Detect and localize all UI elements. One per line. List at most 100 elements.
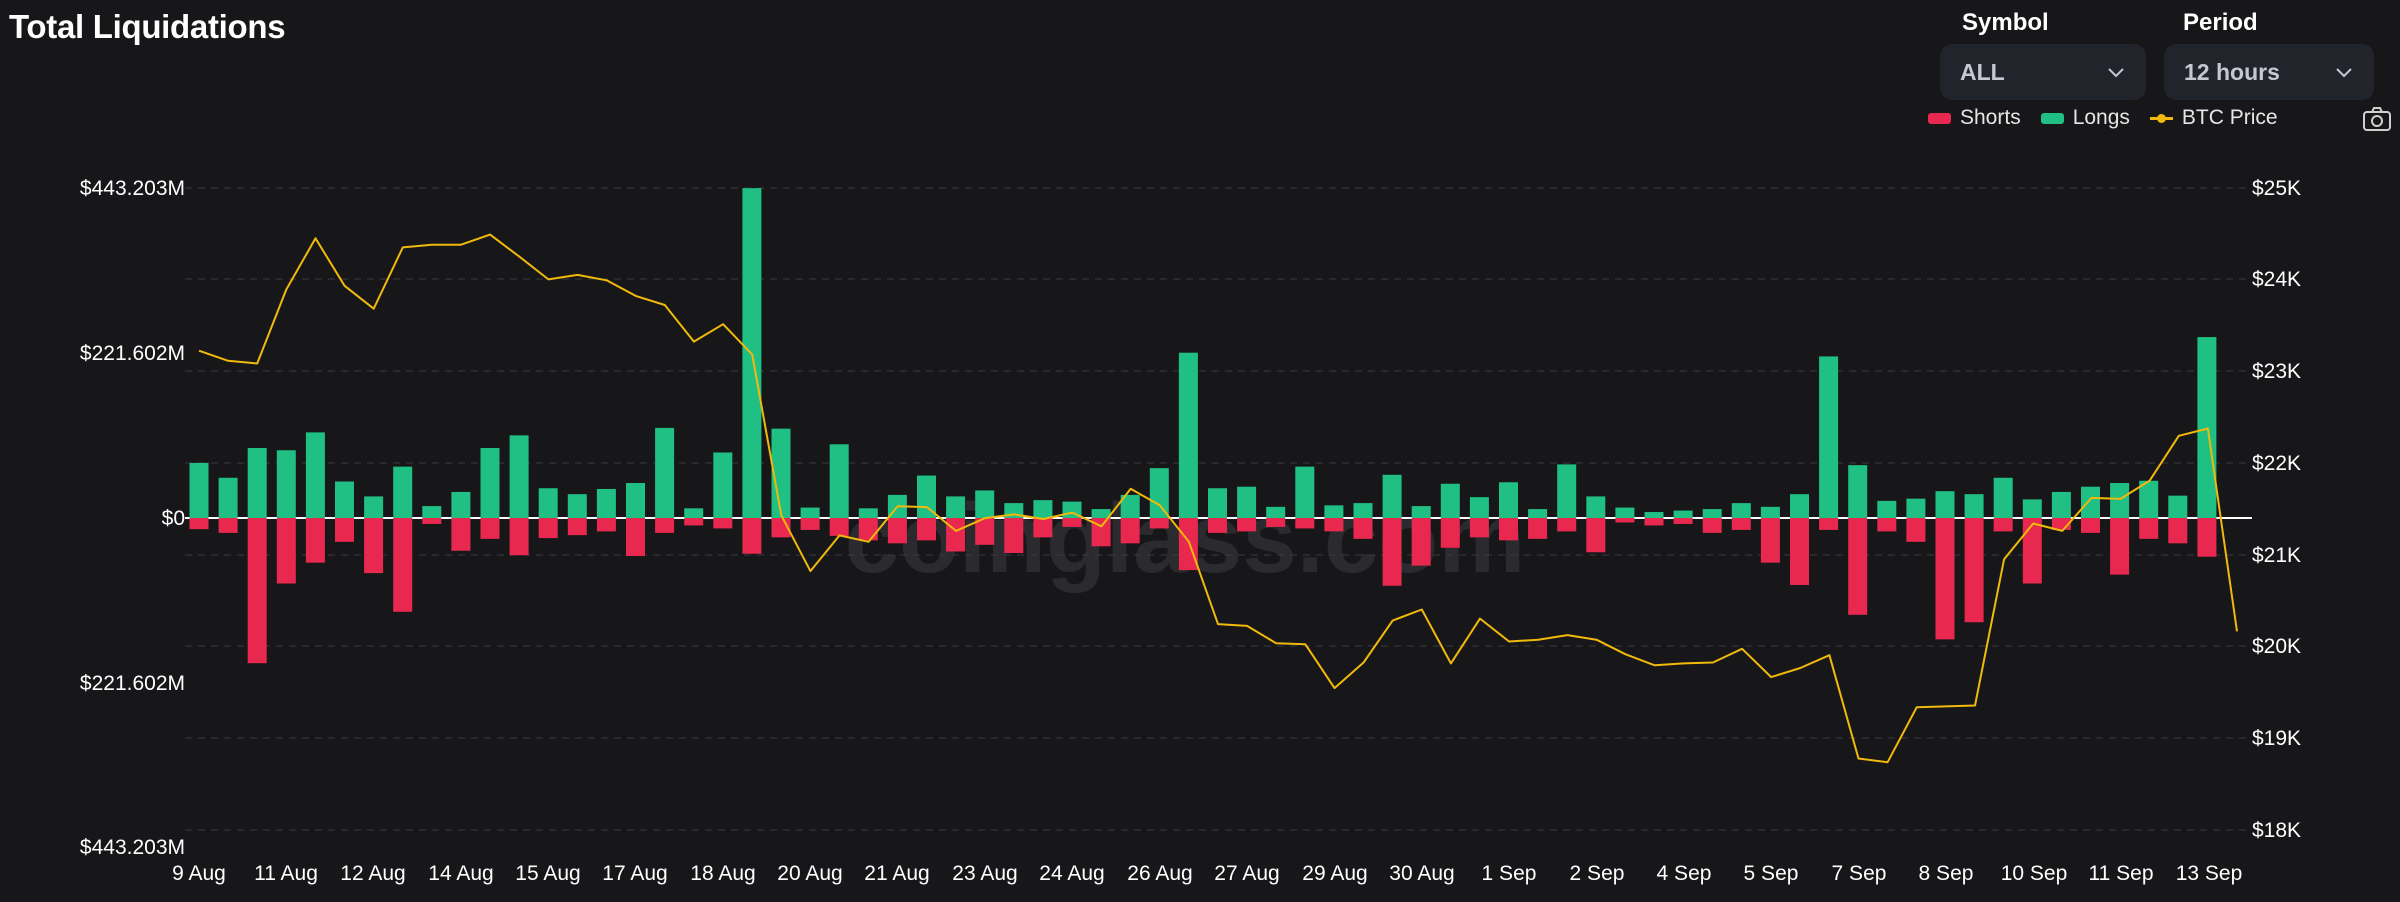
long-bar[interactable] xyxy=(1615,507,1635,518)
long-bar[interactable] xyxy=(2168,495,2188,518)
short-bar[interactable] xyxy=(1237,518,1257,532)
long-bar[interactable] xyxy=(1702,509,1722,518)
long-bar[interactable] xyxy=(422,506,442,518)
short-bar[interactable] xyxy=(247,518,267,664)
long-bar[interactable] xyxy=(1528,509,1548,518)
legend-item-shorts[interactable]: Shorts xyxy=(1928,106,2021,130)
short-bar[interactable] xyxy=(1586,518,1606,553)
long-bar[interactable] xyxy=(1208,488,1227,518)
long-bar[interactable] xyxy=(247,448,267,518)
long-bar[interactable] xyxy=(655,427,675,518)
short-bar[interactable] xyxy=(1178,518,1198,571)
short-bar[interactable] xyxy=(1877,518,1897,532)
short-bar[interactable] xyxy=(218,518,238,533)
long-bar[interactable] xyxy=(2081,486,2100,518)
long-bar[interactable] xyxy=(1440,483,1460,518)
short-bar[interactable] xyxy=(1208,518,1227,533)
short-bar[interactable] xyxy=(189,518,209,530)
long-bar[interactable] xyxy=(2022,499,2042,518)
long-bar[interactable] xyxy=(1499,482,1518,518)
short-bar[interactable] xyxy=(2110,518,2130,575)
short-bar[interactable] xyxy=(1935,518,1955,640)
long-bar[interactable] xyxy=(2197,337,2217,518)
short-bar[interactable] xyxy=(684,518,704,526)
short-bar[interactable] xyxy=(742,518,762,554)
short-bar[interactable] xyxy=(858,518,878,541)
short-bar[interactable] xyxy=(1993,518,2013,532)
short-bar[interactable] xyxy=(1964,518,1984,623)
long-bar[interactable] xyxy=(713,452,733,518)
long-bar[interactable] xyxy=(1178,352,1198,518)
short-bar[interactable] xyxy=(2139,518,2159,539)
long-bar[interactable] xyxy=(1353,503,1373,518)
long-bar[interactable] xyxy=(800,507,820,518)
long-bar[interactable] xyxy=(1790,494,1809,518)
long-bar[interactable] xyxy=(858,508,878,518)
short-bar[interactable] xyxy=(1906,518,1926,542)
short-bar[interactable] xyxy=(1266,518,1286,527)
short-bar[interactable] xyxy=(1760,518,1780,563)
long-bar[interactable] xyxy=(305,432,325,518)
long-bar[interactable] xyxy=(684,508,704,518)
long-bar[interactable] xyxy=(1091,509,1111,518)
long-bar[interactable] xyxy=(1964,494,1984,518)
short-bar[interactable] xyxy=(1120,518,1140,544)
short-bar[interactable] xyxy=(713,518,733,529)
short-bar[interactable] xyxy=(538,518,558,539)
long-bar[interactable] xyxy=(1295,466,1315,518)
long-bar[interactable] xyxy=(335,481,354,518)
short-bar[interactable] xyxy=(946,518,966,552)
short-bar[interactable] xyxy=(887,518,907,544)
short-bar[interactable] xyxy=(305,518,325,563)
short-bar[interactable] xyxy=(1615,518,1635,523)
long-bar[interactable] xyxy=(1237,486,1257,518)
long-bar[interactable] xyxy=(1382,474,1402,518)
short-bar[interactable] xyxy=(800,518,820,530)
long-bar[interactable] xyxy=(975,490,995,518)
short-bar[interactable] xyxy=(2081,518,2100,533)
long-bar[interactable] xyxy=(276,450,296,518)
short-bar[interactable] xyxy=(1382,518,1402,586)
short-bar[interactable] xyxy=(422,518,442,524)
long-bar[interactable] xyxy=(218,477,238,518)
short-bar[interactable] xyxy=(2051,518,2071,530)
short-bar[interactable] xyxy=(480,518,500,539)
short-bar[interactable] xyxy=(1790,518,1809,586)
long-bar[interactable] xyxy=(1033,500,1053,518)
short-bar[interactable] xyxy=(276,518,296,584)
short-bar[interactable] xyxy=(509,518,529,556)
long-bar[interactable] xyxy=(1411,506,1431,518)
short-bar[interactable] xyxy=(917,518,936,541)
long-bar[interactable] xyxy=(1557,464,1577,518)
short-bar[interactable] xyxy=(451,518,471,551)
short-bar[interactable] xyxy=(1033,518,1053,538)
short-bar[interactable] xyxy=(1644,518,1664,526)
short-bar[interactable] xyxy=(393,518,413,612)
long-bar[interactable] xyxy=(1644,512,1664,518)
long-bar[interactable] xyxy=(1469,497,1489,518)
short-bar[interactable] xyxy=(1557,518,1577,532)
short-bar[interactable] xyxy=(1004,518,1024,553)
short-bar[interactable] xyxy=(1848,518,1868,615)
long-bar[interactable] xyxy=(567,494,587,518)
long-bar[interactable] xyxy=(1673,510,1693,518)
long-bar[interactable] xyxy=(596,488,616,518)
short-bar[interactable] xyxy=(1673,518,1693,524)
long-bar[interactable] xyxy=(1993,477,2013,518)
long-bar[interactable] xyxy=(1586,496,1606,518)
long-bar[interactable] xyxy=(1819,356,1839,518)
short-bar[interactable] xyxy=(829,518,849,536)
long-bar[interactable] xyxy=(626,483,645,518)
short-bar[interactable] xyxy=(975,518,995,545)
camera-icon[interactable] xyxy=(2362,104,2392,134)
long-bar[interactable] xyxy=(451,491,471,518)
long-bar[interactable] xyxy=(1848,465,1868,518)
long-bar[interactable] xyxy=(189,462,209,518)
short-bar[interactable] xyxy=(1469,518,1489,538)
short-bar[interactable] xyxy=(1091,518,1111,547)
short-bar[interactable] xyxy=(1324,518,1344,532)
short-bar[interactable] xyxy=(1731,518,1751,530)
short-bar[interactable] xyxy=(626,518,645,556)
short-bar[interactable] xyxy=(1440,518,1460,548)
short-bar[interactable] xyxy=(364,518,384,574)
